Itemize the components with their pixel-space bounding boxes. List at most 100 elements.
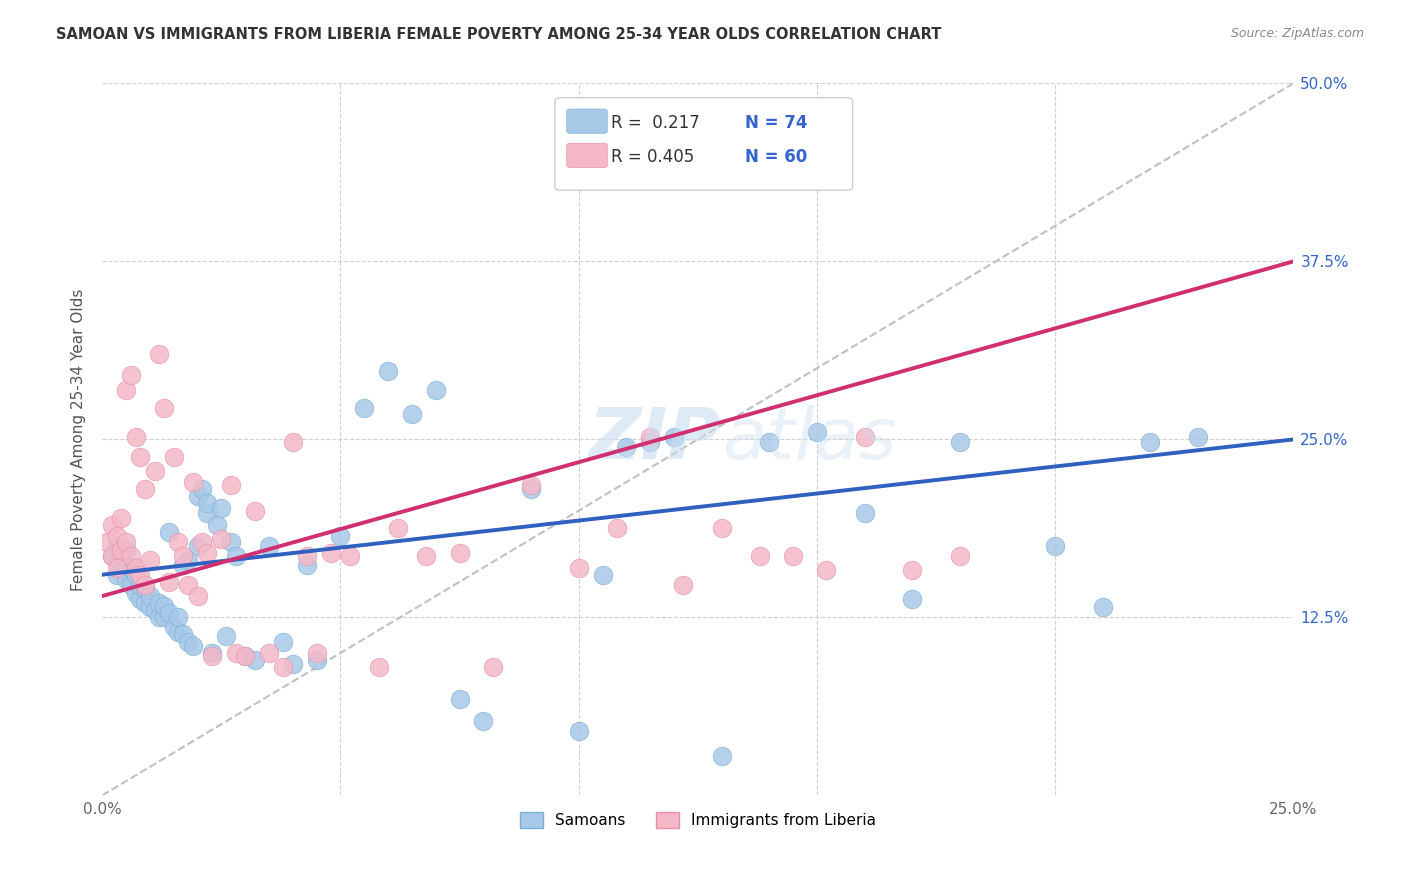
Point — [1091, 600, 1114, 615]
Point — [153, 401, 176, 416]
Point — [134, 577, 156, 591]
Point — [105, 560, 128, 574]
Text: SAMOAN VS IMMIGRANTS FROM LIBERIA FEMALE POVERTY AMONG 25-34 YEAR OLDS CORRELATI: SAMOAN VS IMMIGRANTS FROM LIBERIA FEMALE… — [56, 27, 942, 42]
Point — [225, 549, 247, 564]
Point — [243, 653, 266, 667]
Point — [167, 535, 190, 549]
Point — [568, 724, 591, 739]
Point — [472, 714, 495, 729]
Text: R =  0.217: R = 0.217 — [610, 113, 700, 132]
Legend: Samoans, Immigrants from Liberia: Samoans, Immigrants from Liberia — [513, 805, 882, 834]
Point — [129, 577, 152, 591]
Point — [219, 535, 242, 549]
Point — [748, 549, 770, 564]
Point — [191, 482, 214, 496]
Point — [806, 425, 828, 440]
Point — [105, 539, 128, 553]
Point — [105, 529, 128, 543]
Point — [115, 383, 138, 397]
Point — [143, 464, 166, 478]
Point — [153, 599, 176, 613]
Point — [243, 503, 266, 517]
Point — [163, 620, 186, 634]
Point — [120, 549, 142, 564]
Point — [115, 535, 138, 549]
Point — [96, 535, 118, 549]
Point — [167, 624, 190, 639]
Point — [120, 368, 142, 383]
Point — [195, 507, 218, 521]
Point — [1139, 435, 1161, 450]
Point — [139, 553, 162, 567]
Text: atlas: atlas — [721, 405, 896, 474]
Point — [120, 560, 142, 574]
Point — [901, 563, 924, 577]
Point — [172, 558, 194, 572]
Point — [233, 648, 256, 663]
Point — [815, 563, 838, 577]
Point — [271, 660, 294, 674]
Point — [110, 543, 132, 558]
Point — [124, 560, 146, 574]
Point — [134, 596, 156, 610]
Point — [672, 577, 695, 591]
Point — [271, 634, 294, 648]
Point — [520, 482, 543, 496]
Point — [186, 489, 208, 503]
Point — [520, 478, 543, 492]
Point — [225, 646, 247, 660]
Point — [105, 567, 128, 582]
Point — [662, 429, 685, 443]
Point — [401, 407, 423, 421]
Point — [186, 589, 208, 603]
Point — [367, 660, 389, 674]
Point — [110, 546, 132, 560]
Point — [377, 364, 399, 378]
Point — [295, 558, 318, 572]
Text: Source: ZipAtlas.com: Source: ZipAtlas.com — [1230, 27, 1364, 40]
Point — [339, 549, 361, 564]
Point — [195, 496, 218, 510]
Point — [201, 646, 224, 660]
Point — [638, 429, 661, 443]
Point — [157, 606, 180, 620]
Point — [148, 347, 170, 361]
Point — [209, 500, 232, 515]
Point — [853, 507, 876, 521]
Point — [129, 450, 152, 464]
Point — [172, 549, 194, 564]
Point — [1043, 539, 1066, 553]
Point — [124, 586, 146, 600]
Point — [568, 560, 591, 574]
Point — [167, 610, 190, 624]
Point — [782, 549, 804, 564]
Point — [115, 558, 138, 572]
Point — [449, 691, 471, 706]
Text: R = 0.405: R = 0.405 — [610, 148, 695, 166]
Point — [100, 517, 122, 532]
Text: N = 74: N = 74 — [745, 113, 808, 132]
FancyBboxPatch shape — [567, 144, 607, 168]
Point — [139, 600, 162, 615]
Text: ZIP: ZIP — [589, 405, 721, 474]
Point — [281, 435, 304, 450]
Point — [949, 435, 972, 450]
Point — [281, 657, 304, 672]
Point — [449, 546, 471, 560]
Point — [115, 543, 138, 558]
Point — [415, 549, 437, 564]
Point — [901, 591, 924, 606]
Point — [148, 596, 170, 610]
Point — [124, 429, 146, 443]
Point — [195, 546, 218, 560]
Point — [205, 517, 228, 532]
Point — [134, 582, 156, 596]
Point — [177, 553, 200, 567]
Point — [163, 450, 186, 464]
Point — [181, 639, 204, 653]
Point — [115, 572, 138, 586]
Point — [257, 646, 280, 660]
Point — [172, 627, 194, 641]
Point — [853, 429, 876, 443]
Point — [758, 435, 780, 450]
